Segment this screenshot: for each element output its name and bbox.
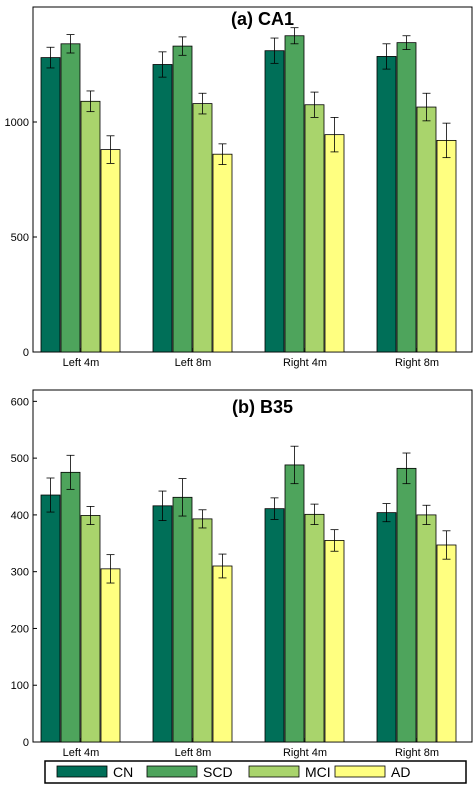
y-tick-label: 500	[11, 232, 29, 244]
panel-ca1: (a) CA1 0 500 1000 Left 4m Left 8m Right 4m Ri…	[5, 6, 473, 369]
y-tick-label: 400	[11, 510, 29, 522]
x-tick-label: Right 4m	[283, 747, 327, 759]
y-tick-label: 0	[23, 347, 29, 359]
y-tick-label: 100	[11, 680, 29, 692]
error-bar	[290, 445, 299, 485]
error-bar	[178, 478, 187, 517]
bar-ad	[324, 540, 345, 743]
error-bar	[330, 529, 339, 552]
legend-label-mci: MCI	[305, 764, 331, 780]
legend-swatch-cn	[56, 765, 108, 778]
x-tick-label: Left 8m	[175, 357, 212, 369]
plot-frame	[32, 6, 473, 353]
legend: CN SCD MCI AD	[44, 760, 467, 784]
y-tick-label: 500	[11, 453, 29, 465]
error-bar	[178, 36, 187, 56]
bar-scd	[396, 467, 417, 743]
error-bar	[66, 454, 75, 490]
bar-mci	[192, 518, 213, 743]
error-bar	[310, 91, 319, 118]
legend-label-ad: AD	[391, 764, 410, 780]
bar-ad	[324, 134, 345, 353]
error-bar	[422, 92, 431, 122]
bar-mci	[304, 104, 325, 353]
panel-title-b35: (b) B35	[232, 397, 293, 417]
bar-cn	[152, 505, 173, 743]
error-bar	[46, 46, 55, 69]
bar-ad	[100, 568, 121, 743]
y-tick-label: 200	[11, 623, 29, 635]
bar-cn	[264, 508, 285, 743]
bar-cn	[376, 512, 397, 743]
x-tick-label: Right 8m	[395, 357, 439, 369]
bar-ad	[212, 565, 233, 743]
error-bar	[382, 503, 391, 523]
bar-ad	[212, 153, 233, 353]
bar-cn	[40, 494, 61, 743]
error-bar	[218, 553, 227, 579]
error-bar	[402, 35, 411, 50]
bar-scd	[60, 471, 81, 743]
bar-mci	[192, 103, 213, 353]
bar-scd	[284, 35, 305, 353]
bar-ad	[436, 544, 457, 743]
x-tick-label: Left 4m	[63, 357, 100, 369]
x-tick-label: Left 4m	[63, 747, 100, 759]
bar-mci	[80, 100, 101, 353]
y-tick-label: 600	[11, 396, 29, 408]
y-tick-label: 1000	[5, 117, 29, 129]
bar-scd	[60, 43, 81, 353]
bar-cn	[264, 50, 285, 353]
legend-swatch-scd	[146, 765, 198, 778]
bar-ad	[100, 149, 121, 353]
bar-scd	[396, 42, 417, 353]
x-tick-label: Right 4m	[283, 357, 327, 369]
error-bar	[198, 509, 207, 529]
bar-scd	[172, 496, 193, 743]
error-bar	[330, 117, 339, 153]
legend-swatch-mci	[248, 765, 300, 778]
error-bar	[442, 122, 451, 159]
bar-mci	[416, 106, 437, 353]
error-bar	[106, 554, 115, 584]
panel-title-ca1: (a) CA1	[231, 9, 294, 29]
y-tick-label: 300	[11, 567, 29, 579]
plot-frame	[32, 389, 473, 743]
error-bar	[382, 43, 391, 70]
bar-cn	[40, 57, 61, 353]
error-bar	[270, 37, 279, 64]
error-bar	[86, 90, 95, 113]
bar-scd	[284, 464, 305, 743]
error-bar	[310, 503, 319, 525]
error-bar	[86, 505, 95, 525]
error-bar	[218, 143, 227, 165]
error-bar	[270, 497, 279, 520]
error-bar	[442, 530, 451, 560]
x-tick-label: Right 8m	[395, 747, 439, 759]
legend-label-cn: CN	[113, 764, 133, 780]
bar-mci	[416, 514, 437, 743]
error-bar	[46, 477, 55, 513]
legend-swatch-ad	[334, 765, 386, 778]
y-tick-label: 0	[23, 737, 29, 749]
bar-cn	[152, 64, 173, 353]
bar-mci	[304, 513, 325, 743]
error-bar	[106, 135, 115, 164]
legend-label-scd: SCD	[203, 764, 233, 780]
bar-cn	[376, 56, 397, 353]
error-bar	[66, 34, 75, 54]
panel-b35: (b) B35 0 100 200 300 400 500 600 Left 4m Left 8…	[11, 389, 473, 759]
bar-ad	[436, 139, 457, 353]
error-bar	[158, 51, 167, 78]
error-bar	[422, 504, 431, 525]
x-tick-label: Left 8m	[175, 747, 212, 759]
error-bar	[402, 452, 411, 485]
error-bar	[158, 490, 167, 521]
bar-mci	[80, 515, 101, 743]
error-bar	[290, 27, 299, 45]
error-bar	[198, 92, 207, 115]
bar-scd	[172, 45, 193, 353]
